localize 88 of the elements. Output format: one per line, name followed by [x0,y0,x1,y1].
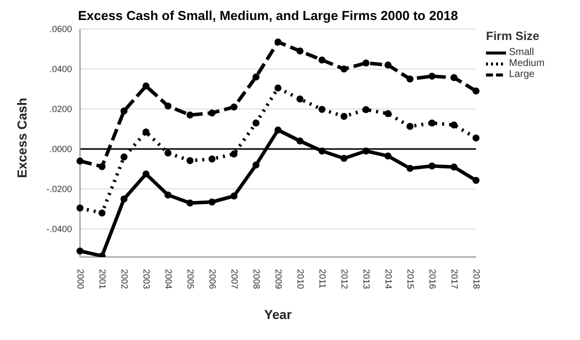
point [186,112,194,118]
point [472,176,480,184]
chart-title: Excess Cash of Small, Medium, and Large Firms 2000 to 2018 [76,8,460,23]
point [76,204,84,212]
x-tick-label: 2005 [186,269,196,290]
point [252,120,260,126]
point [164,192,172,198]
point [230,192,238,200]
y-axis-title: Excess Cash [14,98,30,178]
point [164,102,172,110]
x-tick-label: 2000 [76,269,86,290]
point [450,74,458,82]
point [340,66,348,72]
y-tick-label: .0200 [49,104,72,114]
point [120,108,128,114]
point [340,112,348,120]
point [406,76,414,82]
point [164,150,172,156]
point [384,110,392,118]
x-tick-label: 2004 [164,269,174,290]
point [142,170,150,178]
point [296,96,304,102]
point [384,152,392,160]
point [142,128,150,136]
point [296,138,304,144]
point [274,38,282,46]
point [230,104,238,110]
point [406,164,414,172]
point [340,154,348,162]
point [120,196,128,202]
point [76,248,84,254]
y-tick-label: -.0400 [46,224,72,234]
x-tick-label: 2008 [252,269,262,290]
point [362,148,370,154]
x-tick-label: 2015 [406,269,416,290]
x-tick-label: 2001 [98,269,108,290]
x-tick-label: 2014 [384,269,394,290]
point [98,210,106,216]
point [362,60,370,66]
point [98,163,106,170]
point [362,106,370,114]
point [186,157,194,164]
point [76,158,84,164]
point [450,164,458,170]
point [428,162,436,170]
y-tick-label: .0000 [49,144,72,154]
point [318,56,326,64]
point [252,74,260,80]
point [208,198,216,206]
point [296,48,304,54]
x-axis-title: Year [264,307,292,322]
x-tick-label: 2016 [428,269,438,290]
x-tick-label: 2002 [120,269,130,290]
x-tick-label: 2007 [230,269,240,290]
legend-label: Large [509,69,535,80]
x-tick-label: 2006 [208,269,218,290]
x-tick-label: 2003 [142,269,152,290]
point [274,84,282,92]
legend-label: Medium [509,58,545,69]
point [120,154,128,160]
point [428,120,436,126]
point [208,110,216,116]
point [318,148,326,154]
point [208,156,216,162]
x-tick-label: 2009 [274,269,284,290]
point [230,150,238,158]
point [186,200,194,206]
legend-title: Firm Size [486,29,540,43]
y-tick-label: -.0200 [46,184,72,194]
point [472,134,480,142]
point [406,122,414,130]
x-tick-label: 2010 [296,269,306,290]
x-tick-label: 2013 [362,269,372,290]
x-tick-label: 2012 [340,269,350,290]
point [450,122,458,128]
x-tick-label: 2018 [472,269,482,290]
y-tick-label: .0600 [49,24,72,34]
point [252,162,260,168]
point [428,72,436,80]
x-tick-label: 2017 [450,269,460,290]
point [142,82,150,90]
legend-label: Small [509,47,534,58]
point [384,62,392,68]
point [274,126,282,134]
point [318,106,326,113]
x-tick-label: 2011 [318,269,328,288]
y-tick-label: .0400 [49,64,72,74]
point [472,88,480,94]
